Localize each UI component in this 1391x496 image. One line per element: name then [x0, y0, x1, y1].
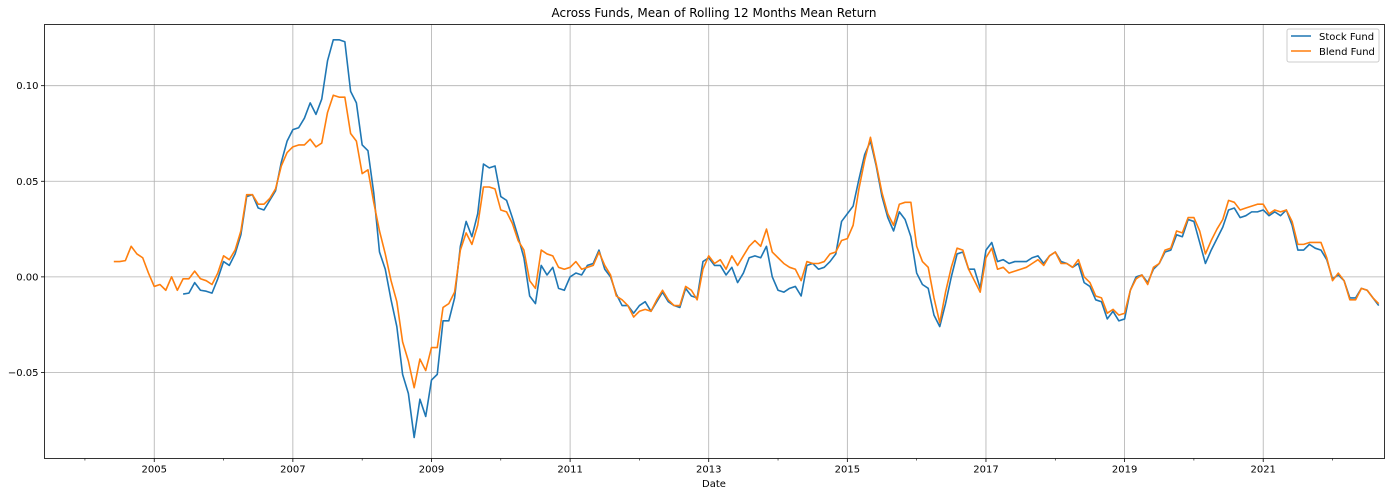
- y-tick-label: 0.10: [16, 81, 38, 92]
- legend-box: [1286, 28, 1380, 63]
- series-line-blend-fund: [113, 94, 1380, 389]
- x-tick-label: 2015: [835, 465, 860, 476]
- legend-label-blend: Blend Fund: [1319, 47, 1375, 58]
- y-tick-label: 0.05: [16, 177, 38, 188]
- legend-label-stock: Stock Fund: [1319, 32, 1374, 43]
- y-tick-label: −0.05: [8, 368, 39, 379]
- x-tick-label: 2017: [973, 465, 998, 476]
- x-tick-label: 2019: [1112, 465, 1137, 476]
- x-tick-label: 2009: [419, 465, 444, 476]
- x-axis-label: Date: [702, 479, 726, 490]
- x-tick-label: 2007: [280, 465, 305, 476]
- y-axis: −0.05 0.00 0.05 0.10: [8, 81, 45, 379]
- x-tick-label: 2011: [557, 465, 582, 476]
- x-axis: 2005 2007 2009 2011 2013 2015 2017 2019 2021: [84, 458, 1333, 476]
- chart-title: Across Funds, Mean of Rolling 12 Months …: [551, 6, 876, 20]
- x-tick-label: 2013: [696, 465, 721, 476]
- x-tick-label: 2005: [142, 465, 167, 476]
- y-tick-label: 0.00: [16, 272, 38, 283]
- plot-frame: [44, 24, 1385, 459]
- x-tick-label: 2021: [1250, 465, 1275, 476]
- legend: Stock Fund Blend Fund: [1286, 28, 1380, 63]
- grid-layer: [44, 24, 1385, 459]
- series-layer: [113, 39, 1380, 439]
- series-line-stock-fund: [182, 39, 1380, 439]
